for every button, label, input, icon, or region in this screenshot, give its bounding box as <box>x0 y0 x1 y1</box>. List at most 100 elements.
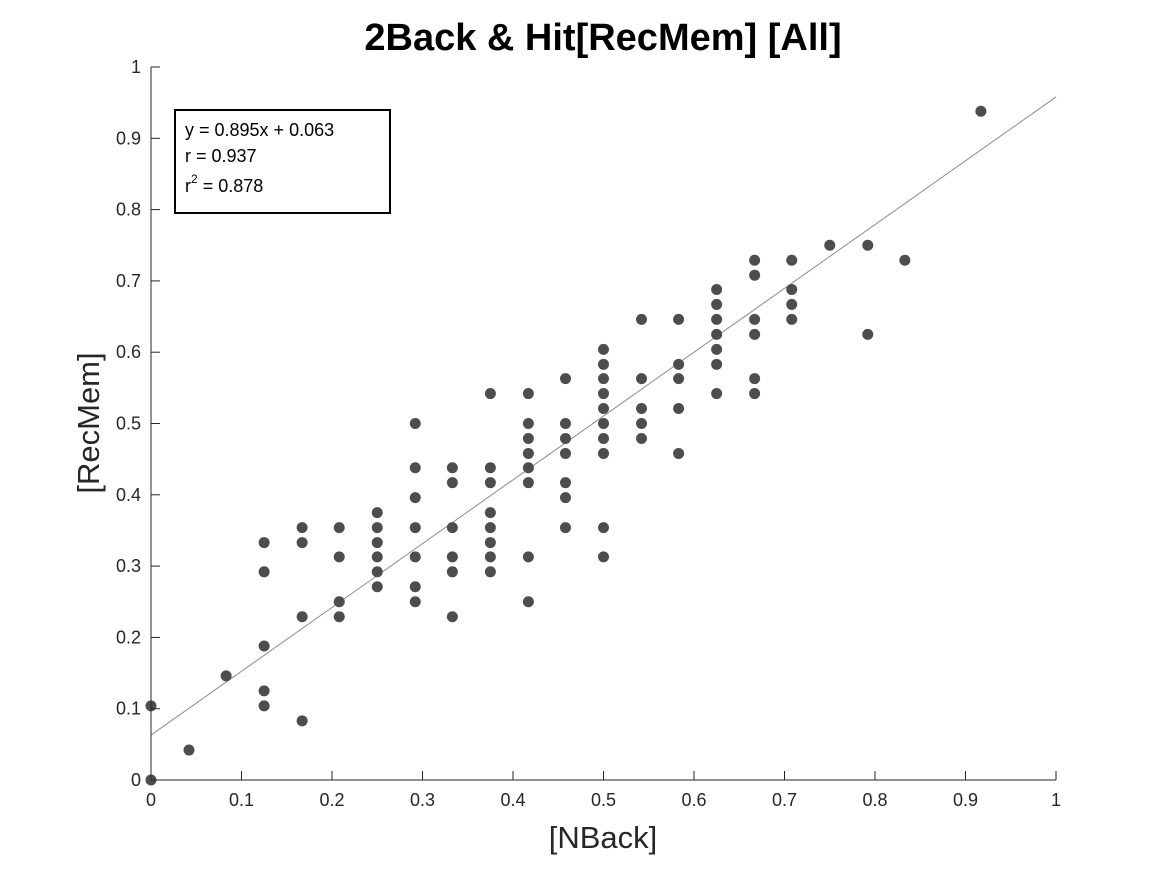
y-tick-label: 0.4 <box>116 485 141 505</box>
data-point <box>559 373 571 385</box>
fit-line-layer <box>150 96 1057 736</box>
data-point <box>371 537 383 549</box>
data-point <box>409 581 421 593</box>
data-point <box>258 685 270 697</box>
data-point <box>446 462 458 474</box>
data-point <box>522 477 534 489</box>
data-point <box>333 611 345 623</box>
y-axis-ticks: 0 0.1 0.2 0.3 0.4 0.5 0.6 0.7 0.8 0.9 1 <box>116 57 160 790</box>
x-axis-ticks: 0 0.1 0.2 0.3 0.4 0.5 0.6 0.7 0.8 0.9 1 <box>146 771 1061 810</box>
data-point <box>296 537 308 549</box>
data-point <box>749 254 761 266</box>
data-point <box>484 566 496 578</box>
x-tick-label: 0.6 <box>681 790 706 810</box>
data-point <box>371 581 383 593</box>
data-point <box>598 418 609 429</box>
x-tick-label: 0.4 <box>500 790 525 810</box>
data-point <box>484 551 496 563</box>
data-point <box>598 447 609 459</box>
data-point <box>522 551 534 563</box>
data-point <box>673 403 685 415</box>
data-point <box>484 477 496 489</box>
x-tick-label: 0.9 <box>953 790 978 810</box>
x-tick-label: 0.8 <box>862 790 887 810</box>
y-tick-label: 0.7 <box>116 271 141 291</box>
r-squared-base: r <box>185 176 191 196</box>
data-point <box>673 447 685 459</box>
data-point <box>409 522 421 534</box>
data-point <box>559 477 571 489</box>
data-point <box>446 566 458 578</box>
data-point <box>409 462 421 474</box>
data-point <box>598 343 609 355</box>
data-point <box>559 418 571 429</box>
data-point <box>598 551 609 563</box>
data-points <box>145 105 987 786</box>
x-tick-label: 0 <box>146 790 156 810</box>
r-squared-value: = 0.878 <box>198 176 264 196</box>
data-point <box>333 596 345 608</box>
data-point <box>786 298 798 310</box>
y-tick-label: 0 <box>131 770 141 790</box>
data-point <box>786 254 798 266</box>
data-point <box>636 403 648 415</box>
x-tick-label: 0.3 <box>410 790 435 810</box>
x-tick-label: 0.1 <box>229 790 254 810</box>
data-point <box>220 670 232 682</box>
y-tick-label: 0.9 <box>116 128 141 148</box>
data-point <box>333 551 345 563</box>
x-tick-label: 0.7 <box>772 790 797 810</box>
regression-stats-box: y = 0.895x + 0.063 r = 0.937 r2 = 0.878 <box>174 109 391 214</box>
correlation-r: r = 0.937 <box>185 146 257 166</box>
data-point <box>258 566 270 578</box>
data-point <box>598 522 609 534</box>
data-point <box>484 522 496 534</box>
data-point <box>409 418 421 429</box>
data-point <box>446 522 458 534</box>
data-point <box>522 418 534 429</box>
data-point <box>522 447 534 459</box>
data-point <box>636 313 648 325</box>
plot-area <box>145 96 1057 786</box>
x-tick-label: 0.5 <box>591 790 616 810</box>
data-point <box>786 313 798 325</box>
data-point <box>673 313 685 325</box>
y-tick-label: 0.2 <box>116 627 141 647</box>
data-point <box>598 373 609 385</box>
data-point <box>711 388 723 400</box>
data-point <box>673 373 685 385</box>
data-point <box>522 462 534 474</box>
y-axis-label: [RecMem] <box>71 352 106 493</box>
data-point <box>296 611 308 623</box>
data-point <box>749 388 761 400</box>
data-point <box>371 522 383 534</box>
data-point <box>296 715 308 727</box>
data-point <box>711 343 723 355</box>
axes: 0 0.1 0.2 0.3 0.4 0.5 0.6 0.7 0.8 0.9 1 0 0.1 0.2 0.3… <box>116 57 1061 810</box>
data-point <box>559 492 571 504</box>
data-point <box>899 254 911 266</box>
data-point <box>484 462 496 474</box>
data-point <box>862 328 874 340</box>
data-point <box>673 358 685 370</box>
data-point <box>711 298 723 310</box>
y-tick-label: 0.6 <box>116 342 141 362</box>
data-point <box>446 551 458 563</box>
y-tick-label: 0.5 <box>116 414 141 434</box>
data-point <box>296 522 308 534</box>
data-point <box>598 403 609 415</box>
data-point <box>559 522 571 534</box>
y-tick-label: 0.3 <box>116 556 141 576</box>
data-point <box>409 551 421 563</box>
data-point <box>371 551 383 563</box>
data-point <box>824 239 836 251</box>
r-squared: r2 = 0.878 <box>185 172 263 196</box>
data-point <box>484 507 496 519</box>
data-point <box>559 432 571 444</box>
data-point <box>598 388 609 400</box>
y-tick-label: 1 <box>131 57 141 77</box>
data-point <box>636 418 648 429</box>
stats-box-border <box>174 109 391 214</box>
y-tick-label: 0.8 <box>116 200 141 220</box>
